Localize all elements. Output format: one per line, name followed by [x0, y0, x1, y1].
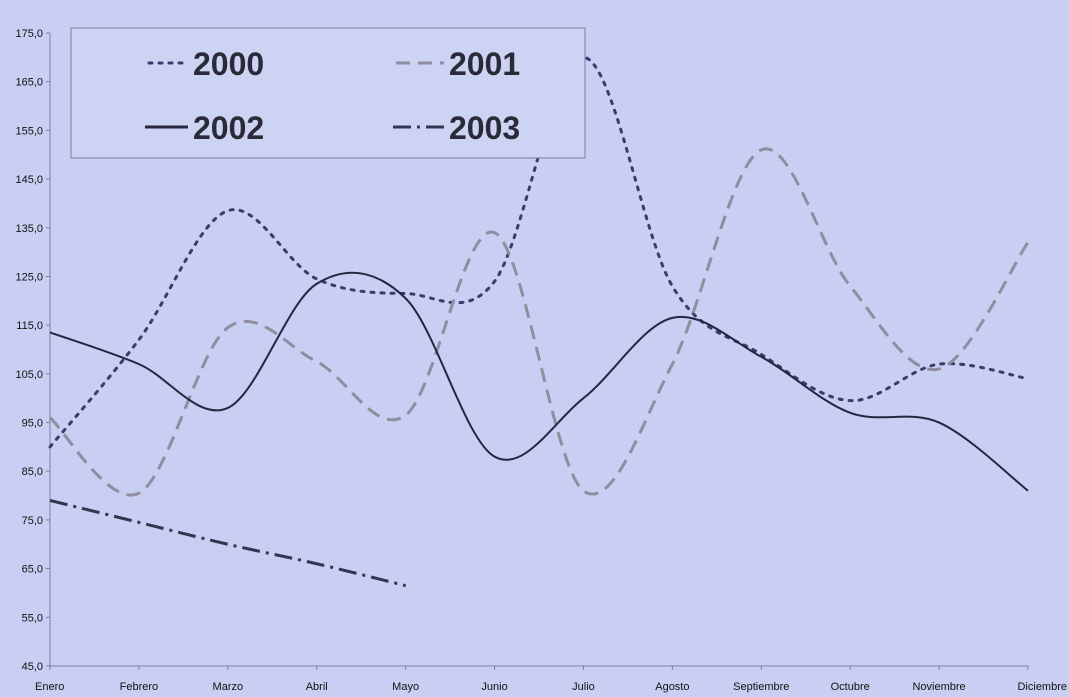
- y-tick-label: 145,0: [15, 174, 43, 186]
- x-tick-label: Agosto: [655, 681, 689, 693]
- x-tick-label: Febrero: [120, 681, 159, 693]
- series-line-2002: [49, 271, 1029, 492]
- y-axis-ticks: 45,0 55,0 65,0 75,0 85,0 95,0 105,0 115,0 125,0 1…: [15, 28, 50, 673]
- x-tick-label: Diciembre: [1017, 681, 1067, 693]
- x-tick-label: Marzo: [213, 681, 244, 693]
- x-tick-label: Octubre: [831, 681, 870, 693]
- legend-label-2002: 2002: [193, 110, 264, 146]
- y-tick-label: 115,0: [16, 320, 43, 332]
- y-tick-label: 45,0: [22, 661, 43, 673]
- y-tick-label: 165,0: [15, 77, 43, 89]
- y-tick-label: 75,0: [22, 515, 43, 527]
- y-tick-label: 95,0: [22, 418, 43, 430]
- legend-label-2000: 2000: [193, 46, 264, 82]
- y-tick-label: 105,0: [15, 369, 43, 381]
- x-axis-ticks: Enero Febrero Marzo Abril Mayo Junio Julio Agos…: [35, 666, 1067, 693]
- legend-box: [70, 27, 586, 159]
- x-tick-label: Septiembre: [733, 681, 789, 693]
- x-tick-label: Mayo: [392, 681, 419, 693]
- legend: 2000 2001 2002 2003: [70, 27, 586, 159]
- x-tick-label: Enero: [35, 681, 64, 693]
- x-tick-label: Noviembre: [912, 681, 965, 693]
- y-tick-label: 135,0: [15, 223, 43, 235]
- x-tick-label: Junio: [481, 681, 507, 693]
- legend-label-2003: 2003: [449, 110, 520, 146]
- series-line-2003: [49, 498, 406, 588]
- y-tick-label: 65,0: [22, 564, 43, 576]
- x-tick-label: Julio: [572, 681, 595, 693]
- y-tick-label: 85,0: [22, 466, 43, 478]
- y-tick-label: 155,0: [15, 125, 43, 137]
- y-tick-label: 55,0: [22, 612, 43, 624]
- y-tick-label: 125,0: [15, 271, 43, 283]
- y-tick-label: 175,0: [15, 28, 43, 40]
- x-tick-label: Abril: [306, 681, 328, 693]
- legend-label-2001: 2001: [449, 46, 520, 82]
- series-line-2001: [48, 147, 1030, 497]
